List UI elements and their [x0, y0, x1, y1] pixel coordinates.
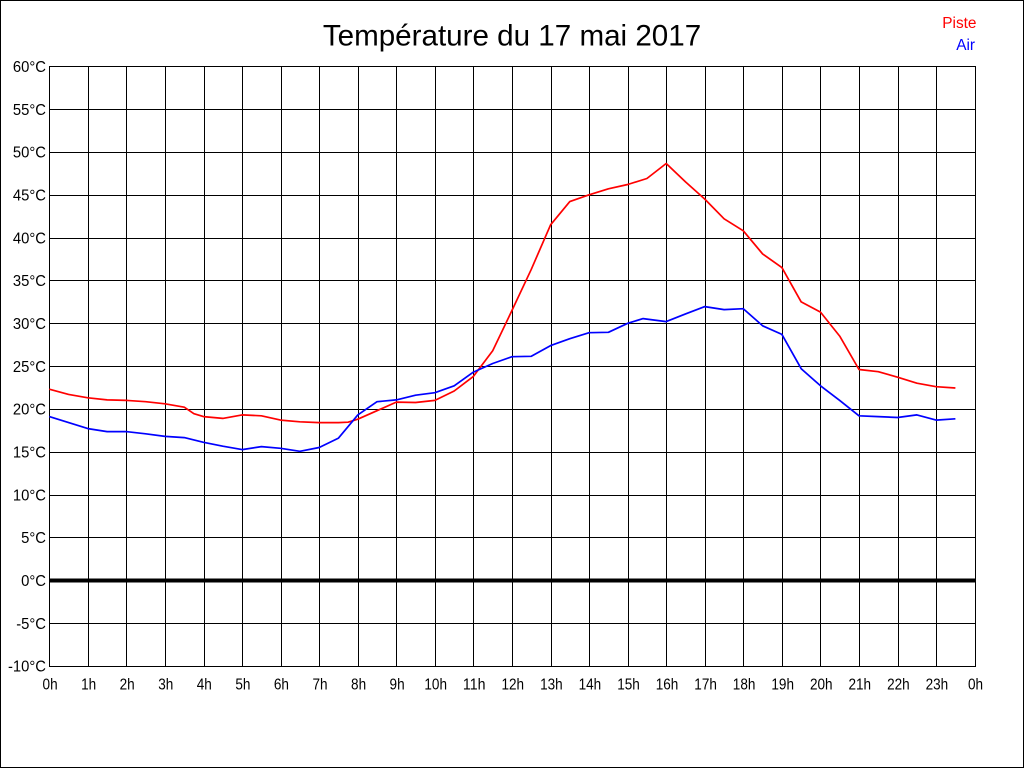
svg-text:12h: 12h	[502, 676, 525, 693]
svg-text:45°C: 45°C	[13, 188, 46, 205]
svg-text:4h: 4h	[197, 676, 212, 693]
svg-text:40°C: 40°C	[13, 230, 46, 247]
svg-text:Température du 17 mai 2017: Température du 17 mai 2017	[323, 19, 701, 52]
svg-text:0h: 0h	[43, 676, 58, 693]
svg-text:17h: 17h	[694, 676, 717, 693]
svg-text:23h: 23h	[926, 676, 949, 693]
svg-text:20°C: 20°C	[13, 402, 46, 419]
svg-text:55°C: 55°C	[13, 102, 46, 119]
svg-text:18h: 18h	[733, 676, 756, 693]
svg-text:14h: 14h	[579, 676, 602, 693]
svg-text:19h: 19h	[771, 676, 794, 693]
svg-text:15°C: 15°C	[13, 445, 46, 462]
svg-text:15h: 15h	[617, 676, 640, 693]
svg-text:5°C: 5°C	[21, 530, 46, 547]
svg-text:1h: 1h	[81, 676, 96, 693]
svg-text:-5°C: -5°C	[16, 616, 46, 633]
svg-text:35°C: 35°C	[13, 273, 46, 290]
svg-text:30°C: 30°C	[13, 316, 46, 333]
svg-text:5h: 5h	[235, 676, 250, 693]
svg-text:22h: 22h	[887, 676, 910, 693]
svg-text:2h: 2h	[120, 676, 135, 693]
svg-text:10°C: 10°C	[13, 487, 46, 504]
svg-text:10h: 10h	[424, 676, 447, 693]
svg-text:8h: 8h	[351, 676, 366, 693]
svg-text:Air: Air	[956, 37, 975, 54]
svg-text:0h: 0h	[968, 676, 983, 693]
svg-text:-10°C: -10°C	[8, 659, 46, 676]
svg-text:13h: 13h	[540, 676, 563, 693]
svg-text:0°C: 0°C	[21, 573, 46, 590]
svg-text:6h: 6h	[274, 676, 289, 693]
svg-text:50°C: 50°C	[13, 145, 46, 162]
svg-text:7h: 7h	[312, 676, 327, 693]
svg-text:9h: 9h	[390, 676, 405, 693]
svg-text:25°C: 25°C	[13, 359, 46, 376]
svg-text:21h: 21h	[849, 676, 872, 693]
svg-text:3h: 3h	[158, 676, 173, 693]
svg-text:11h: 11h	[463, 676, 486, 693]
svg-text:16h: 16h	[656, 676, 679, 693]
svg-text:20h: 20h	[810, 676, 833, 693]
svg-text:Piste: Piste	[942, 15, 976, 32]
svg-text:60°C: 60°C	[13, 59, 46, 76]
